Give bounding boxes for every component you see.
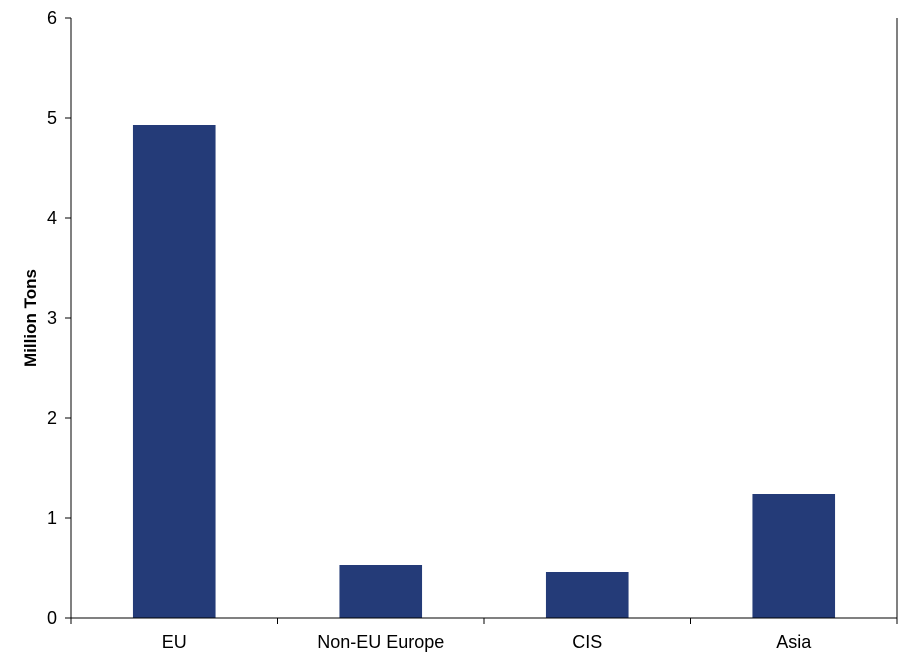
x-tick-label: Asia bbox=[776, 632, 812, 652]
y-tick-label: 0 bbox=[47, 608, 57, 628]
bar-cis bbox=[545, 572, 629, 618]
x-tick-label: EU bbox=[162, 632, 187, 652]
y-tick-label: 6 bbox=[47, 8, 57, 28]
y-tick-label: 1 bbox=[47, 508, 57, 528]
bar-eu bbox=[132, 125, 216, 618]
bar-non-eu-europe bbox=[339, 565, 423, 618]
x-tick-label: Non-EU Europe bbox=[317, 632, 444, 652]
y-tick-label: 4 bbox=[47, 208, 57, 228]
x-tick-label: CIS bbox=[572, 632, 602, 652]
y-tick-label: 3 bbox=[47, 308, 57, 328]
x-axis-ticks: EU Non-EU Europe CIS Asia bbox=[70, 618, 898, 652]
y-axis-title: Million Tons bbox=[21, 269, 40, 367]
y-tick-label: 2 bbox=[47, 408, 57, 428]
y-axis-ticks: 0 1 2 3 4 5 6 bbox=[47, 8, 71, 628]
bars-layer bbox=[132, 125, 836, 618]
bar-asia bbox=[752, 494, 836, 618]
y-tick-label: 5 bbox=[47, 108, 57, 128]
